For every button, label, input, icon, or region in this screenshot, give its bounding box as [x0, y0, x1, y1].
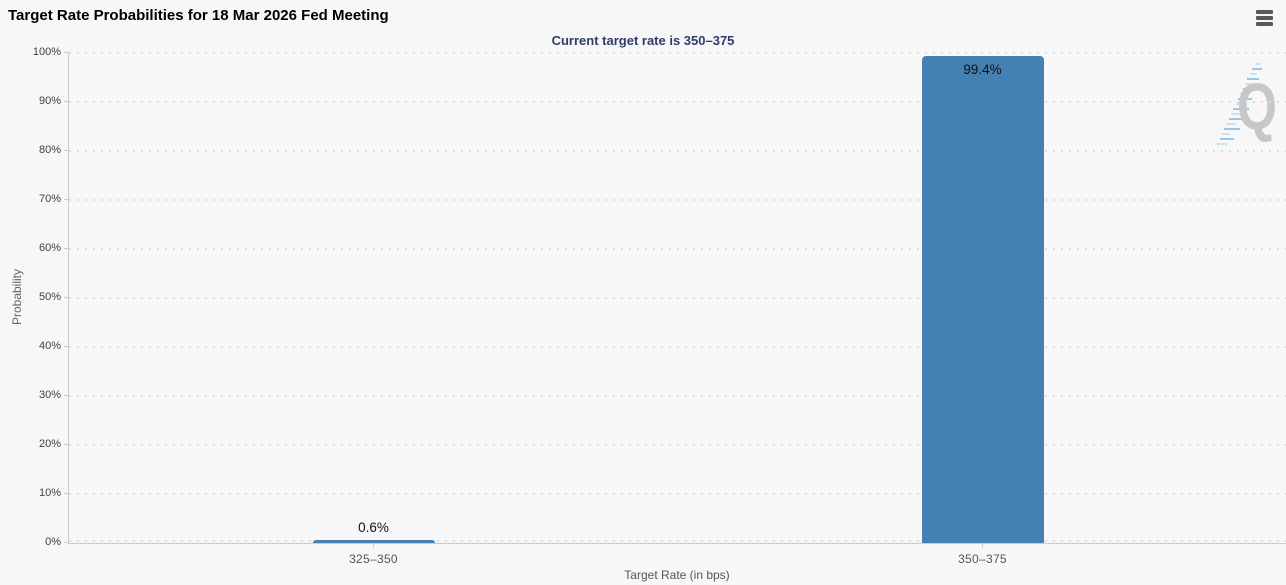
- y-tick-label: 10%: [38, 487, 61, 499]
- y-axis-tick: [64, 395, 69, 396]
- y-axis-tick: [64, 493, 69, 494]
- x-axis-title: Target Rate (in bps): [624, 568, 730, 582]
- watermark-stripes-icon: Q: [1217, 63, 1277, 145]
- gridline: [69, 540, 1286, 542]
- x-tick-label: 350–375: [958, 552, 1007, 566]
- bar-350–375: [921, 55, 1044, 543]
- y-tick-label: 70%: [38, 193, 61, 205]
- gridline: [69, 297, 1286, 299]
- y-axis-tick: [64, 542, 69, 543]
- y-axis-tick: [64, 444, 69, 445]
- quikstrike-watermark: Q: [1213, 55, 1285, 151]
- y-tick-label: 60%: [38, 242, 61, 254]
- y-tick-label: 30%: [38, 389, 61, 401]
- gridline: [69, 493, 1286, 495]
- y-axis-tick: [64, 297, 69, 298]
- y-axis-tick: [64, 52, 69, 53]
- y-axis-tick: [64, 248, 69, 249]
- gridline: [69, 346, 1286, 348]
- y-tick-label: 40%: [38, 340, 61, 352]
- hamburger-icon: [1256, 10, 1273, 26]
- gridline: [69, 199, 1286, 201]
- y-tick-label: 80%: [38, 144, 61, 156]
- gridline: [69, 52, 1286, 54]
- bar-value-label: 0.6%: [358, 520, 389, 536]
- gridline: [69, 150, 1286, 152]
- menu-button[interactable]: [1253, 5, 1276, 31]
- gridline: [69, 248, 1286, 250]
- gridline: [69, 101, 1286, 103]
- y-tick-label: 90%: [38, 95, 61, 107]
- x-tick-label: 325–350: [349, 552, 398, 566]
- x-axis-tick: [373, 543, 374, 548]
- chart-title: Target Rate Probabilities for 18 Mar 202…: [8, 7, 389, 24]
- y-axis-tick: [64, 346, 69, 347]
- y-axis-tick: [64, 199, 69, 200]
- y-axis-tick: [64, 101, 69, 102]
- bar-value-label: 99.4%: [963, 61, 1002, 77]
- watermark-q-letter: Q: [1237, 69, 1277, 144]
- x-axis-tick: [982, 543, 983, 548]
- plot-area: Q 0% 10% 20% 30% 40% 50% 60% 70% 80% 90% 100% 0.6% 3…: [33, 46, 1286, 566]
- bar-325–350: [312, 540, 435, 543]
- gridline: [69, 395, 1286, 397]
- chart-subtitle: Current target rate is 350–375: [551, 33, 735, 48]
- y-tick-label: 20%: [38, 438, 61, 450]
- y-axis-tick: [64, 150, 69, 151]
- y-tick-label: 100%: [32, 46, 61, 58]
- y-tick-label: 50%: [38, 291, 61, 303]
- y-tick-label: 0%: [45, 536, 61, 548]
- gridline: [69, 444, 1286, 446]
